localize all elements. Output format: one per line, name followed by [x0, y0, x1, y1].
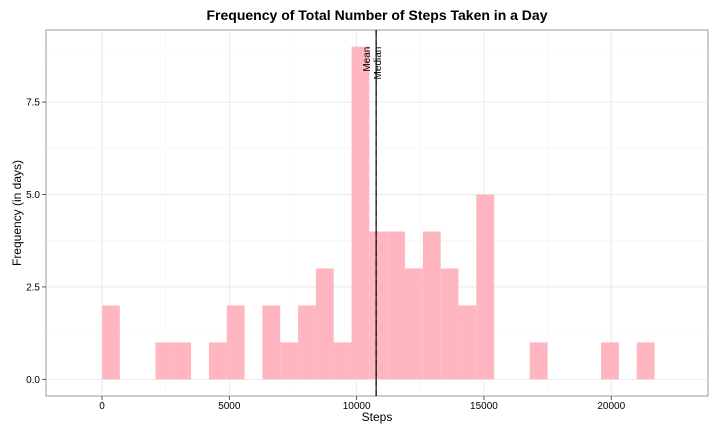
histogram-bar: [226, 305, 245, 380]
plot-panel-border: [45, 29, 709, 397]
histogram-bar: [315, 268, 334, 380]
reference-lines: Mean Median: [362, 30, 384, 396]
histogram-bar: [155, 342, 174, 380]
histogram-bar: [173, 342, 192, 380]
histogram-bars: [102, 46, 655, 380]
histogram-bar: [440, 268, 459, 380]
x-axis-ticks: 0 5000 10000 15000 20000: [99, 396, 626, 412]
y-tick-label: 5.0: [26, 190, 40, 201]
histogram-bar: [387, 231, 406, 380]
minor-gridlines: [46, 30, 708, 396]
x-axis-label: Steps: [362, 410, 393, 424]
x-tick-label: 5000: [218, 401, 241, 412]
y-tick-label: 2.5: [26, 282, 40, 293]
histogram-bar: [102, 305, 120, 380]
histogram-bar: [262, 305, 281, 380]
median-label: Median: [373, 47, 384, 80]
histogram-bar: [351, 46, 370, 380]
y-tick-label: 0.0: [26, 375, 40, 386]
histogram-bar: [298, 305, 316, 380]
histogram-bar: [458, 305, 477, 380]
histogram-bar: [333, 342, 352, 380]
histogram-bar: [529, 342, 548, 380]
y-axis-ticks: 0.0 2.5 5.0 7.5: [26, 98, 46, 386]
histogram-bar: [405, 268, 423, 380]
chart-title: Frequency of Total Number of Steps Taken…: [207, 7, 548, 23]
histogram-bar: [208, 342, 227, 380]
x-tick-label: 10000: [343, 401, 371, 412]
histogram-bar: [636, 342, 655, 380]
histogram-bar: [369, 231, 388, 380]
mean-label: Mean: [362, 47, 373, 72]
y-axis-label: Frequency (in days): [10, 160, 24, 266]
y-tick-label: 7.5: [26, 98, 40, 109]
x-tick-label: 20000: [597, 401, 625, 412]
histogram-bar: [280, 342, 299, 380]
x-tick-label: 0: [99, 401, 105, 412]
histogram-bar: [601, 342, 619, 380]
histogram-bar: [422, 231, 441, 380]
histogram-bar: [476, 194, 495, 380]
x-tick-label: 15000: [470, 401, 498, 412]
